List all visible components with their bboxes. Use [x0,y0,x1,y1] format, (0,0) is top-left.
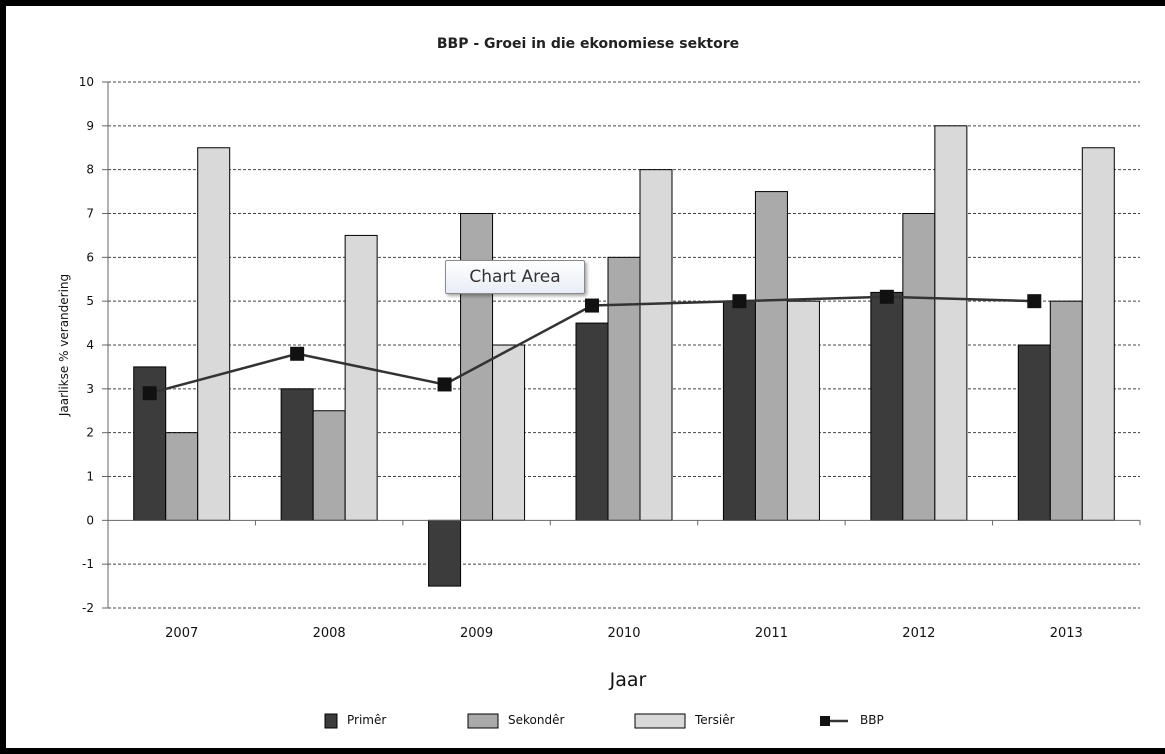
y-tick-label: 1 [86,470,94,484]
bars [133,125,1115,587]
x-tick-label: 2012 [902,626,935,641]
y-axis-ticks: -2 -1 0 1 2 3 4 5 6 7 8 9 10 [79,75,94,615]
legend-swatch-marker-bbp [820,716,830,726]
bbp-marker-2011 [732,294,747,309]
legend-label-sekondêr: Sekondêr [508,713,564,727]
bar-tersiêr-2007 [197,147,231,521]
bar-tersiêr-2008 [344,234,378,521]
x-axis-ticks: 2007 2008 2009 2010 2011 2012 2013 [165,626,1083,641]
y-tick-label: 5 [86,294,94,308]
legend-swatch-sekondêr [467,713,499,729]
bbp-marker-2008 [290,346,305,361]
y-tick-label: 7 [86,207,94,221]
y-tick-label: 2 [86,426,94,440]
y-tick-label: 10 [79,75,94,89]
axes [107,82,1141,608]
legend-label-tersiêr: Tersiêr [694,713,735,727]
bar-sekondêr-2010 [607,256,641,521]
bar-tersiêr-2009 [492,344,526,521]
bar-primêr-2012 [870,291,904,521]
legend-label-bbp: BBP [860,713,884,727]
bar-tersiêr-2013 [1081,147,1115,521]
bar-tersiêr-2010 [639,169,673,521]
legend: Primêr Sekondêr Tersiêr BBP [324,713,884,729]
y-tick-label: 3 [86,382,94,396]
legend-swatch-tersiêr [634,713,686,729]
y-tick-label: -1 [82,557,94,571]
x-axis-label: Jaar [609,669,647,691]
x-tick-label: 2013 [1050,626,1083,641]
bbp-marker-2012 [879,289,894,304]
bar-primêr-2011 [722,300,756,521]
bar-sekondêr-2013 [1049,300,1083,521]
bar-primêr-2008 [280,388,314,521]
bar-sekondêr-2011 [754,191,788,521]
bbp-marker-2009 [437,377,452,392]
bbp-marker-2013 [1027,294,1042,309]
x-tick-label: 2007 [165,626,198,641]
bar-primêr-2013 [1017,344,1051,521]
y-tick-label: 6 [86,250,94,264]
y-axis-label: Jaarlikse % verandering [57,274,71,417]
x-tick-label: 2011 [755,626,788,641]
y-tick-label: 9 [86,119,94,133]
y-tick-label: 4 [86,338,94,352]
legend-swatch-primêr [324,713,338,729]
bar-tersiêr-2012 [934,125,968,521]
chart-title: BBP - Groei in die ekonomiese sektore [437,36,739,52]
bar-primêr-2010 [575,322,609,521]
bar-sekondêr-2008 [312,410,346,521]
bbp-marker-2007 [142,386,157,401]
bbp-line [142,289,1042,401]
bar-sekondêr-2007 [165,432,199,521]
legend-label-primêr: Primêr [347,713,386,727]
y-tick-label: 0 [86,513,94,527]
x-tick-label: 2009 [460,626,493,641]
bbp-marker-2010 [585,298,599,313]
x-tick-label: 2010 [607,626,640,641]
bar-sekondêr-2012 [902,213,936,521]
bar-tersiêr-2011 [786,300,820,521]
y-tick-label: 8 [86,163,94,177]
x-tick-label: 2008 [313,626,346,641]
chart-area-tooltip: Chart Area [445,260,585,294]
bar-primêr-2009 [428,519,462,587]
y-tick-label: -2 [82,601,94,615]
